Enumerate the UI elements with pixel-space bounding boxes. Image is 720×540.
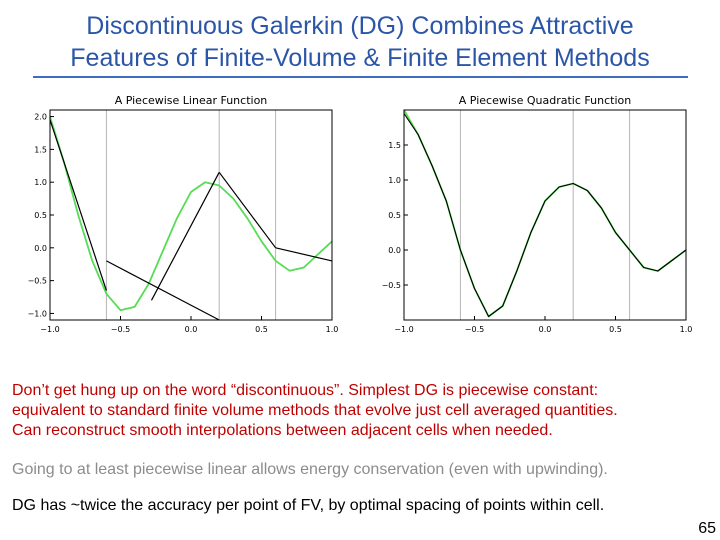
plot-frame — [49, 109, 333, 321]
chart-piecewise-quadratic: A Piecewise Quadratic Function −1.0 −0.5 0.… — [370, 90, 693, 345]
x-tick-label: 0.5 — [609, 325, 622, 334]
x-tick-label: 0.5 — [255, 325, 268, 334]
x-tick-label: 0.0 — [539, 325, 552, 334]
piecewise-segment — [218, 171, 277, 249]
chart-title: A Piecewise Quadratic Function — [459, 94, 631, 107]
slide-title-line-2: Features of Finite-Volume & Finite Eleme… — [70, 44, 650, 72]
plot-frame — [403, 109, 687, 321]
body-red-line-2: equivalent to standard finite volume met… — [12, 402, 618, 419]
chart-title: A Piecewise Linear Function — [115, 94, 268, 107]
y-tick-label: 0.0 — [34, 244, 47, 253]
x-tick-label: 1.0 — [326, 325, 338, 334]
piecewise-segment — [150, 172, 220, 301]
chart-piecewise-linear: A Piecewise Linear Function −1.0 −0.5 0.0 0.… — [16, 90, 339, 345]
x-tick-label: −0.5 — [465, 325, 484, 334]
title-underline — [33, 76, 688, 78]
x-tick-label: 1.0 — [680, 325, 692, 334]
body-gray-paragraph: Going to at least piecewise linear allow… — [12, 461, 608, 478]
y-tick-label: 1.0 — [34, 178, 47, 187]
piecewise-segment — [49, 119, 107, 291]
x-tick-label: −1.0 — [40, 325, 59, 334]
piecewise-line — [403, 113, 687, 318]
x-tick-label: −1.0 — [394, 325, 413, 334]
body-red-line-1: Don’t get hung up on the word “discontin… — [12, 382, 599, 399]
piecewise-segment — [106, 260, 220, 321]
smooth-function-line — [403, 109, 687, 318]
piecewise-segment — [275, 247, 333, 262]
slide-title: Discontinuous Galerkin (DG) Combines Att… — [20, 10, 700, 74]
body-red-line-3: Can reconstruct smooth interpolations be… — [12, 422, 553, 439]
body-red-paragraph: Don’t get hung up on the word “discontin… — [12, 381, 712, 441]
y-tick-label: 1.5 — [34, 145, 47, 154]
body-black-paragraph: DG has ~twice the accuracy per point of … — [12, 497, 605, 514]
slide-title-line-1: Discontinuous Galerkin (DG) Combines Att… — [86, 12, 634, 40]
chart-piecewise-linear-svg: A Piecewise Linear Function −1.0 −0.5 0.0 0.… — [28, 94, 339, 334]
slide-number: 65 — [698, 520, 716, 537]
y-tick-label: 1.0 — [388, 176, 401, 185]
chart-piecewise-quadratic-svg: A Piecewise Quadratic Function −1.0 −0.5 0.… — [382, 94, 693, 334]
y-tick-label: −0.5 — [382, 281, 401, 290]
y-tick-label: 0.5 — [388, 211, 401, 220]
y-tick-label: 0.5 — [34, 211, 47, 220]
smooth-function-line — [49, 116, 333, 312]
x-tick-label: −0.5 — [111, 325, 130, 334]
y-tick-label: 2.0 — [34, 113, 47, 122]
y-tick-label: 0.0 — [388, 246, 401, 255]
y-tick-label: −0.5 — [28, 277, 47, 286]
y-tick-label: 1.5 — [388, 141, 401, 150]
x-tick-label: 0.0 — [185, 325, 198, 334]
y-tick-label: −1.0 — [28, 309, 47, 318]
